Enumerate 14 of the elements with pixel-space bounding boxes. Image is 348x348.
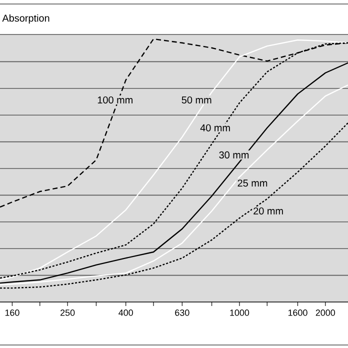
series-label: 50 mm <box>182 96 212 104</box>
x-tick-label: 2000 <box>316 310 336 316</box>
series-label: 20 mm <box>254 207 283 215</box>
series-label: 40 mm <box>200 124 230 132</box>
x-tick-label: 250 <box>60 310 75 316</box>
series-label: 30 mm <box>219 151 249 158</box>
x-tick-label: 1000 <box>230 310 250 316</box>
series-label: 100 mm <box>98 96 132 104</box>
x-tick-label: 160 <box>5 310 20 316</box>
x-tick-label: 630 <box>175 310 190 316</box>
x-tick-label: 1600 <box>288 310 308 316</box>
series-label: 25 mm <box>238 180 268 187</box>
chart-title: Absorption <box>2 14 50 24</box>
x-tick-label: 400 <box>118 310 133 316</box>
